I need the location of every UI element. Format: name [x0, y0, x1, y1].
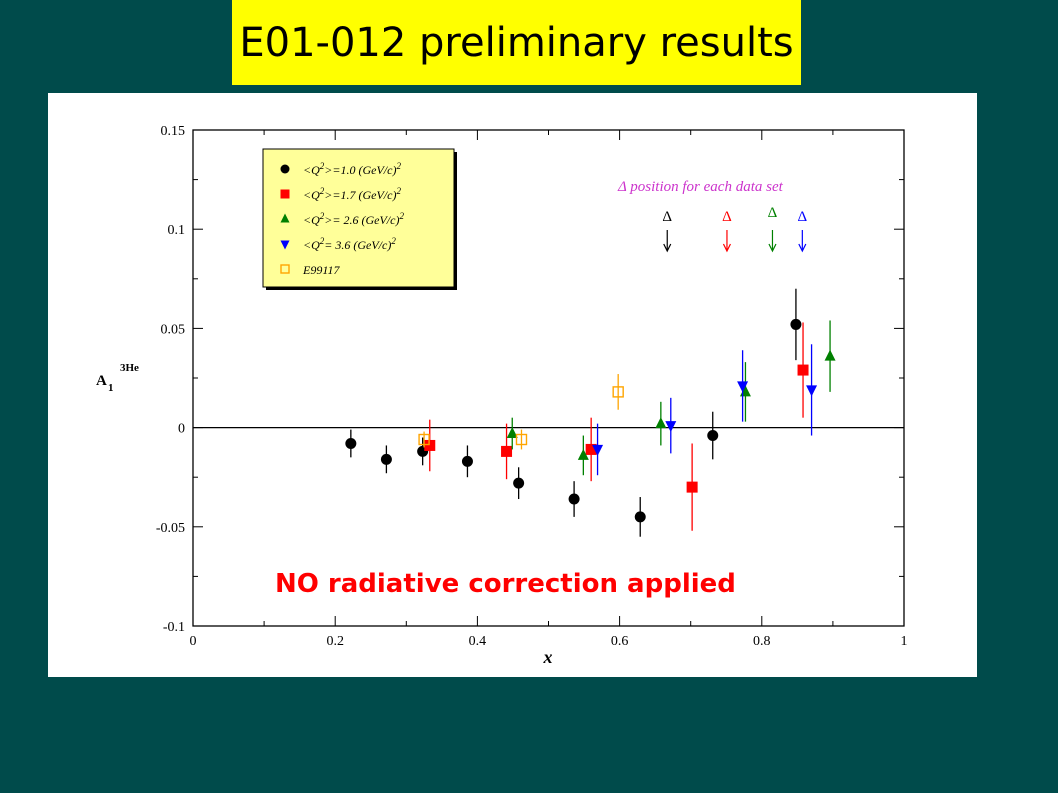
- y-tick-label: -0.05: [156, 521, 185, 536]
- delta-symbol: Δ: [797, 209, 807, 225]
- legend-entry-label: <Q2>=1.7 (GeV/c)2: [303, 186, 401, 202]
- data-point: [568, 493, 580, 505]
- x-axis-label: x: [543, 647, 553, 667]
- y-tick-label: 0: [178, 422, 185, 437]
- delta-arrow-head: [722, 243, 731, 253]
- legend-entry-label: <Q2>=1.0 (GeV/c)2: [303, 161, 401, 177]
- series-4: [418, 374, 624, 450]
- delta-arrow-head: [768, 243, 777, 253]
- data-point: [612, 386, 624, 398]
- y-axis-label-sub: 1: [108, 382, 114, 394]
- y-tick-label: -0.1: [163, 620, 185, 635]
- data-point: [461, 455, 473, 467]
- y-axis-label: A 1 3He: [96, 362, 139, 394]
- data-point: [418, 433, 430, 446]
- legend-entry-label: <Q2>= 2.6 (GeV/c)2: [303, 211, 404, 227]
- data-point: [506, 427, 518, 439]
- data-point: [501, 445, 513, 457]
- x-tick-label: 1: [901, 634, 908, 649]
- y-axis-label-sup: 3He: [120, 362, 139, 374]
- data-point: [806, 385, 818, 397]
- series-0: [345, 288, 802, 537]
- legend-box: <Q2>=1.0 (GeV/c)2 <Q2>=1.7 (GeV/c)2 <Q2>= …: [262, 148, 457, 290]
- legend-background: [262, 148, 455, 288]
- delta-arrow-head: [663, 243, 672, 253]
- delta-symbol: Δ: [662, 209, 672, 225]
- radiative-correction-note: NO radiative correction applied: [275, 569, 736, 599]
- data-point: [797, 364, 809, 376]
- data-point: [515, 433, 528, 446]
- x-tick-label: 0.2: [326, 634, 344, 649]
- y-tick-label: 0.05: [161, 322, 186, 337]
- legend-entry-label: E99117: [302, 263, 340, 277]
- data-point: [577, 448, 589, 460]
- legend-marker: [280, 189, 290, 199]
- x-tick-label: 0.8: [753, 634, 771, 649]
- y-tick-label: 0.1: [168, 223, 186, 238]
- delta-symbol: Δ: [722, 209, 732, 225]
- data-point: [686, 481, 698, 493]
- data-point: [592, 444, 604, 456]
- data-point: [824, 349, 836, 361]
- legend-marker: [280, 240, 290, 250]
- data-point: [790, 318, 802, 330]
- data-point: [424, 439, 436, 451]
- data-point: [707, 430, 719, 442]
- series-3: [592, 344, 818, 476]
- data-point: [737, 381, 749, 393]
- data-point: [345, 437, 357, 449]
- x-tick-label: 0.4: [469, 634, 487, 649]
- delta-symbol: Δ: [768, 205, 778, 221]
- legend-marker: [280, 213, 290, 223]
- y-axis-label-main: A: [96, 373, 107, 389]
- legend-marker: [280, 164, 290, 174]
- data-point: [380, 453, 392, 465]
- delta-arrow-head: [798, 243, 807, 253]
- data-point: [634, 511, 646, 523]
- x-tick-label: 0.6: [611, 634, 629, 649]
- legend-entry-label: <Q2= 3.6 (GeV/c)2: [303, 236, 396, 252]
- series-1: [424, 322, 809, 531]
- data-point: [655, 417, 667, 429]
- legend-marker: [280, 264, 290, 274]
- data-point: [665, 421, 677, 433]
- slide-title: E01-012 preliminary results: [239, 19, 794, 66]
- x-tick-label: 0: [190, 634, 197, 649]
- delta-position-label: Δ position for each data set: [617, 179, 784, 195]
- slide-title-box: E01-012 preliminary results: [232, 0, 801, 85]
- y-tick-label: 0.15: [161, 124, 186, 139]
- data-point: [585, 443, 597, 455]
- data-point: [513, 477, 525, 489]
